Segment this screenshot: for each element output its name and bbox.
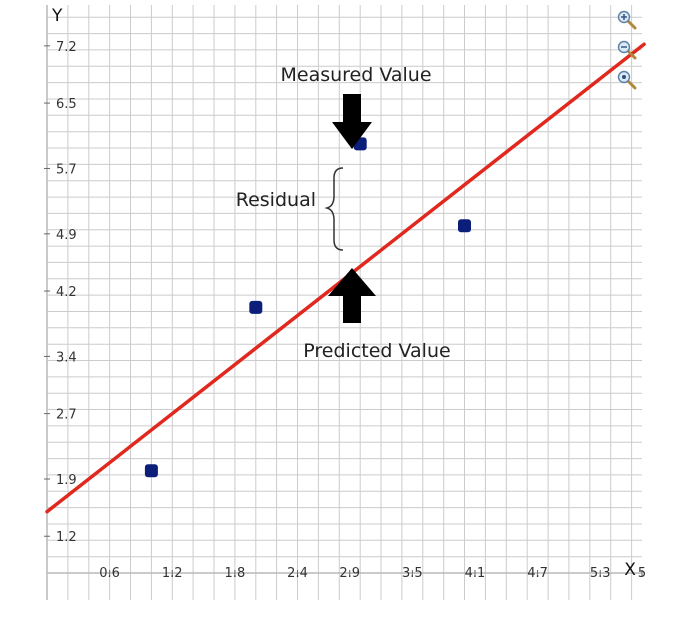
x-tick-label: 5 <box>638 566 646 581</box>
y-tick-label: 3.4 <box>56 350 77 365</box>
residual-label: Residual <box>236 189 316 211</box>
x-axis-label: X <box>624 560 636 580</box>
data-points <box>144 137 471 478</box>
residual-brace <box>324 167 344 251</box>
x-tick-label: 5.3 <box>590 566 611 581</box>
y-axis-label: Y <box>51 6 63 26</box>
zoom-reset-button[interactable] <box>617 70 637 90</box>
data-point <box>144 464 158 478</box>
y-tick-label: 7.2 <box>56 40 77 55</box>
x-tick-label: 1.2 <box>162 566 183 581</box>
x-tick-label: 1.8 <box>225 566 246 581</box>
zoom-in-button[interactable] <box>617 10 637 30</box>
measured-value-label: Measured Value <box>280 64 431 86</box>
predicted-arrow-icon <box>328 268 376 323</box>
grid <box>46 5 642 600</box>
x-tick-label: 4.7 <box>527 566 548 581</box>
y-tick-label: 4.2 <box>56 285 77 300</box>
x-tick-label: 4.1 <box>465 566 486 581</box>
zoom-reset-icon <box>617 70 637 90</box>
zoom-out-icon <box>617 40 637 60</box>
zoom-out-button[interactable] <box>617 40 637 60</box>
x-tick-label: 0.6 <box>99 566 120 581</box>
x-tick-labels: 0.6 1.2 1.8 2.4 2.9 3.5 4.1 4.7 5.3 5 <box>99 566 646 581</box>
y-tick-label: 6.5 <box>56 97 77 112</box>
axes <box>46 5 642 600</box>
zoom-in-icon <box>617 10 637 30</box>
x-tick-label: 2.4 <box>287 566 308 581</box>
predicted-value-label: Predicted Value <box>303 340 450 362</box>
measured-arrow-icon <box>332 94 372 149</box>
y-tick-label: 1.9 <box>56 473 77 488</box>
y-tick-label: 2.7 <box>56 408 77 423</box>
x-tick-label: 2.9 <box>339 566 360 581</box>
x-tick-label: 3.5 <box>402 566 423 581</box>
data-point <box>458 219 471 233</box>
y-tick-label: 1.2 <box>56 530 77 545</box>
y-tick-label: 5.7 <box>56 162 77 177</box>
y-tick-label: 4.9 <box>56 228 77 243</box>
data-point <box>249 300 263 314</box>
y-tick-labels: 1.2 1.9 2.7 3.4 4.2 4.9 5.7 6.5 7.2 <box>44 40 77 545</box>
